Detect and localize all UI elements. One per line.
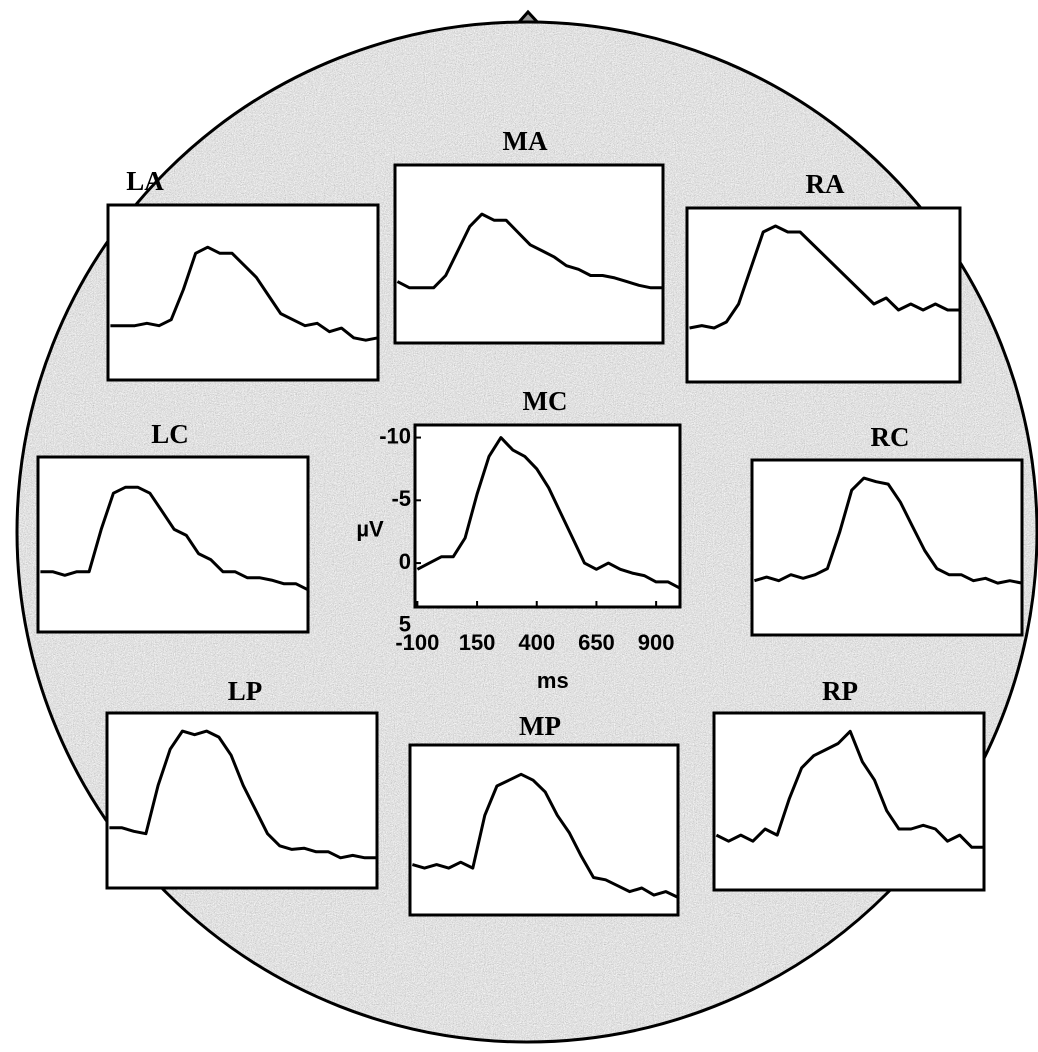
panel <box>107 713 377 888</box>
panel <box>108 205 378 380</box>
panel-title: MP <box>519 711 561 741</box>
x-tick-label: 900 <box>638 630 675 655</box>
x-tick-label: -100 <box>395 630 439 655</box>
panel-title: LA <box>126 166 164 196</box>
panel <box>752 460 1022 635</box>
panel <box>687 208 960 382</box>
panel-title: MA <box>503 126 548 156</box>
x-tick-label: 400 <box>518 630 555 655</box>
x-axis-label: ms <box>537 668 569 693</box>
y-tick-label: -10 <box>379 423 411 448</box>
y-tick-label: -5 <box>391 486 411 511</box>
x-tick-label: 650 <box>578 630 615 655</box>
y-axis-label: µV <box>356 516 384 541</box>
panel-title: LC <box>151 419 189 449</box>
y-tick-label: 0 <box>399 549 411 574</box>
panel <box>38 457 308 632</box>
panel <box>395 165 663 343</box>
panel <box>415 425 680 607</box>
panel-title: RC <box>871 422 910 452</box>
panel-title: RA <box>806 169 845 199</box>
panel <box>714 713 984 890</box>
chart: LAMARALCMC-10-505-100150400650900µVmsRCL… <box>0 0 1038 1052</box>
panel-title: MC <box>523 386 568 416</box>
panel-title: RP <box>822 676 858 706</box>
panel-title: LP <box>228 676 263 706</box>
x-tick-label: 150 <box>459 630 496 655</box>
